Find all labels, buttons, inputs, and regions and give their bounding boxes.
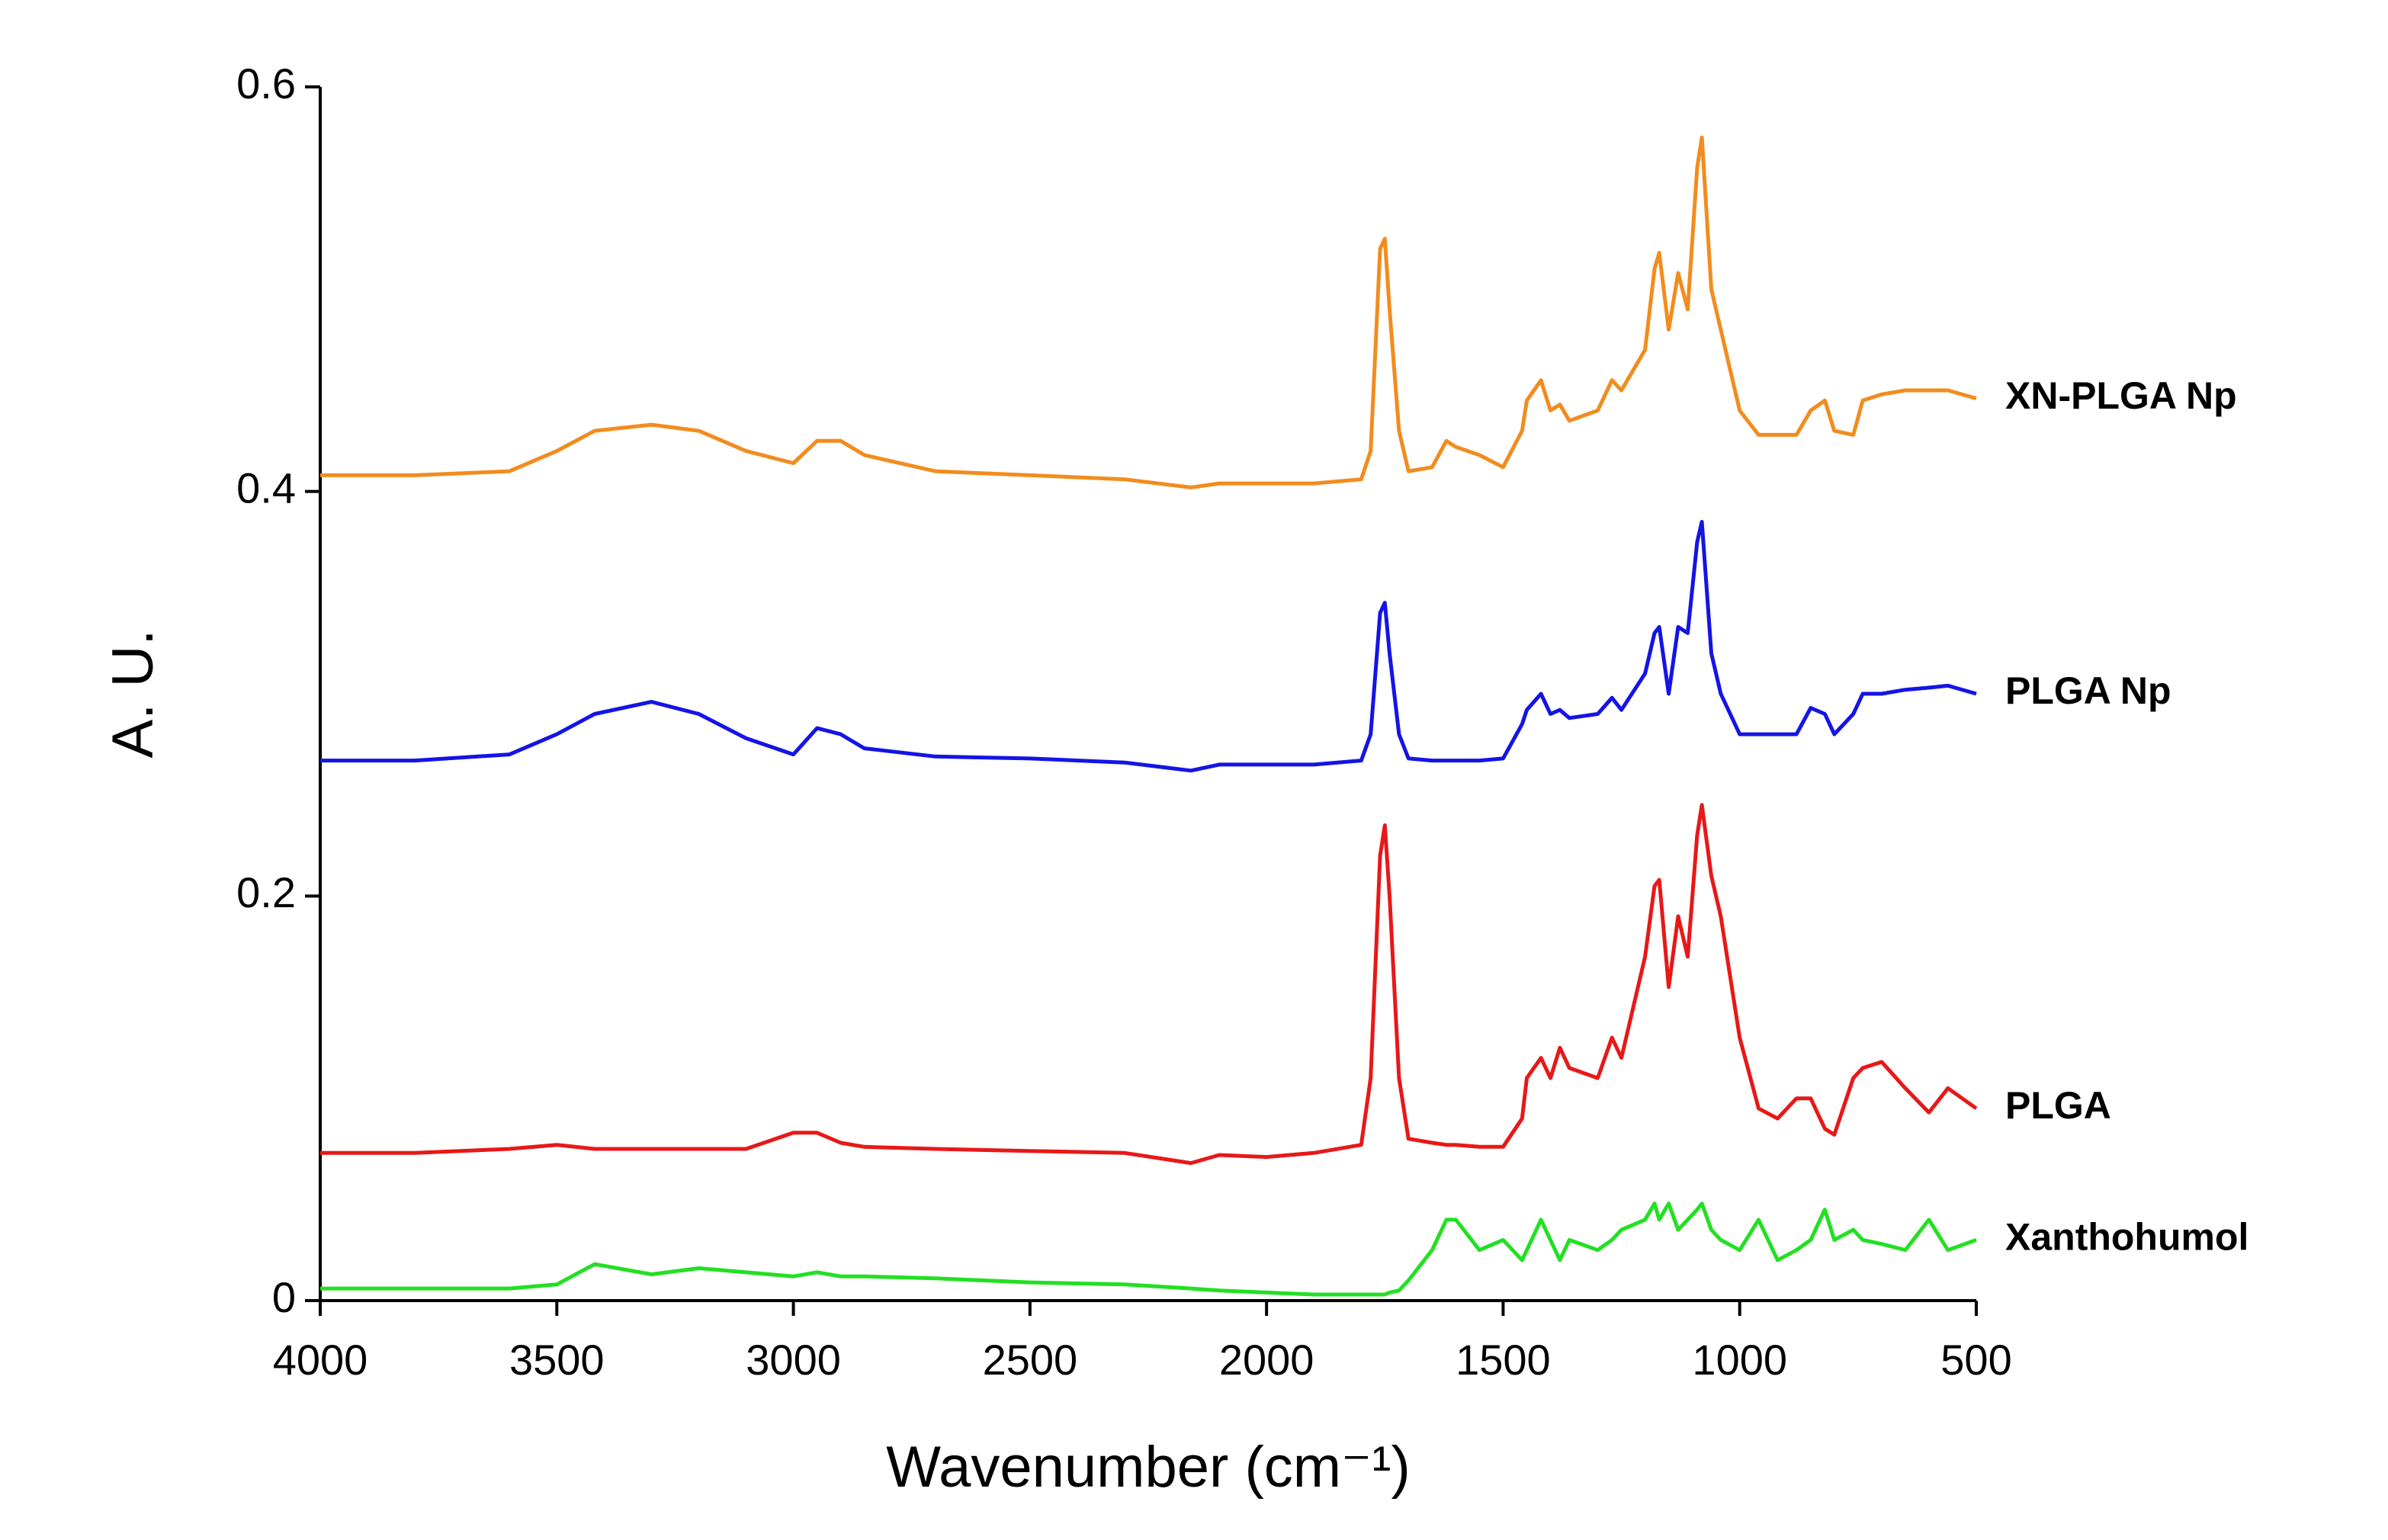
x-tick-label: 2500 [983, 1336, 1078, 1384]
x-tick-label: 1500 [1456, 1336, 1551, 1384]
x-tick-label: 1000 [1692, 1336, 1787, 1384]
series-line [320, 135, 1977, 489]
x-tick-label: 3500 [509, 1336, 605, 1384]
series-label: PLGA [2005, 1084, 2111, 1127]
y-axis-label: A. U. [101, 630, 165, 759]
x-tick-label: 4000 [273, 1336, 368, 1384]
y-tick-label: 0.2 [236, 868, 296, 916]
y-tick-label: 0.6 [236, 59, 296, 107]
series-label: Xanthohumol [2005, 1216, 2248, 1259]
x-tick-label: 500 [1940, 1336, 2011, 1384]
x-tick-label: 3000 [746, 1336, 841, 1384]
series-line [320, 520, 1977, 773]
y-tick-label: 0.4 [236, 464, 296, 512]
series-label: PLGA Np [2005, 669, 2171, 712]
series-line [320, 803, 1978, 1166]
series-label: XN-PLGA Np [2005, 374, 2237, 417]
series-line [320, 1202, 1977, 1297]
x-tick-label: 2000 [1219, 1336, 1314, 1384]
x-axis-label: Wavenumber (cm⁻¹) [886, 1435, 1411, 1500]
y-tick-label: 0 [272, 1273, 296, 1321]
